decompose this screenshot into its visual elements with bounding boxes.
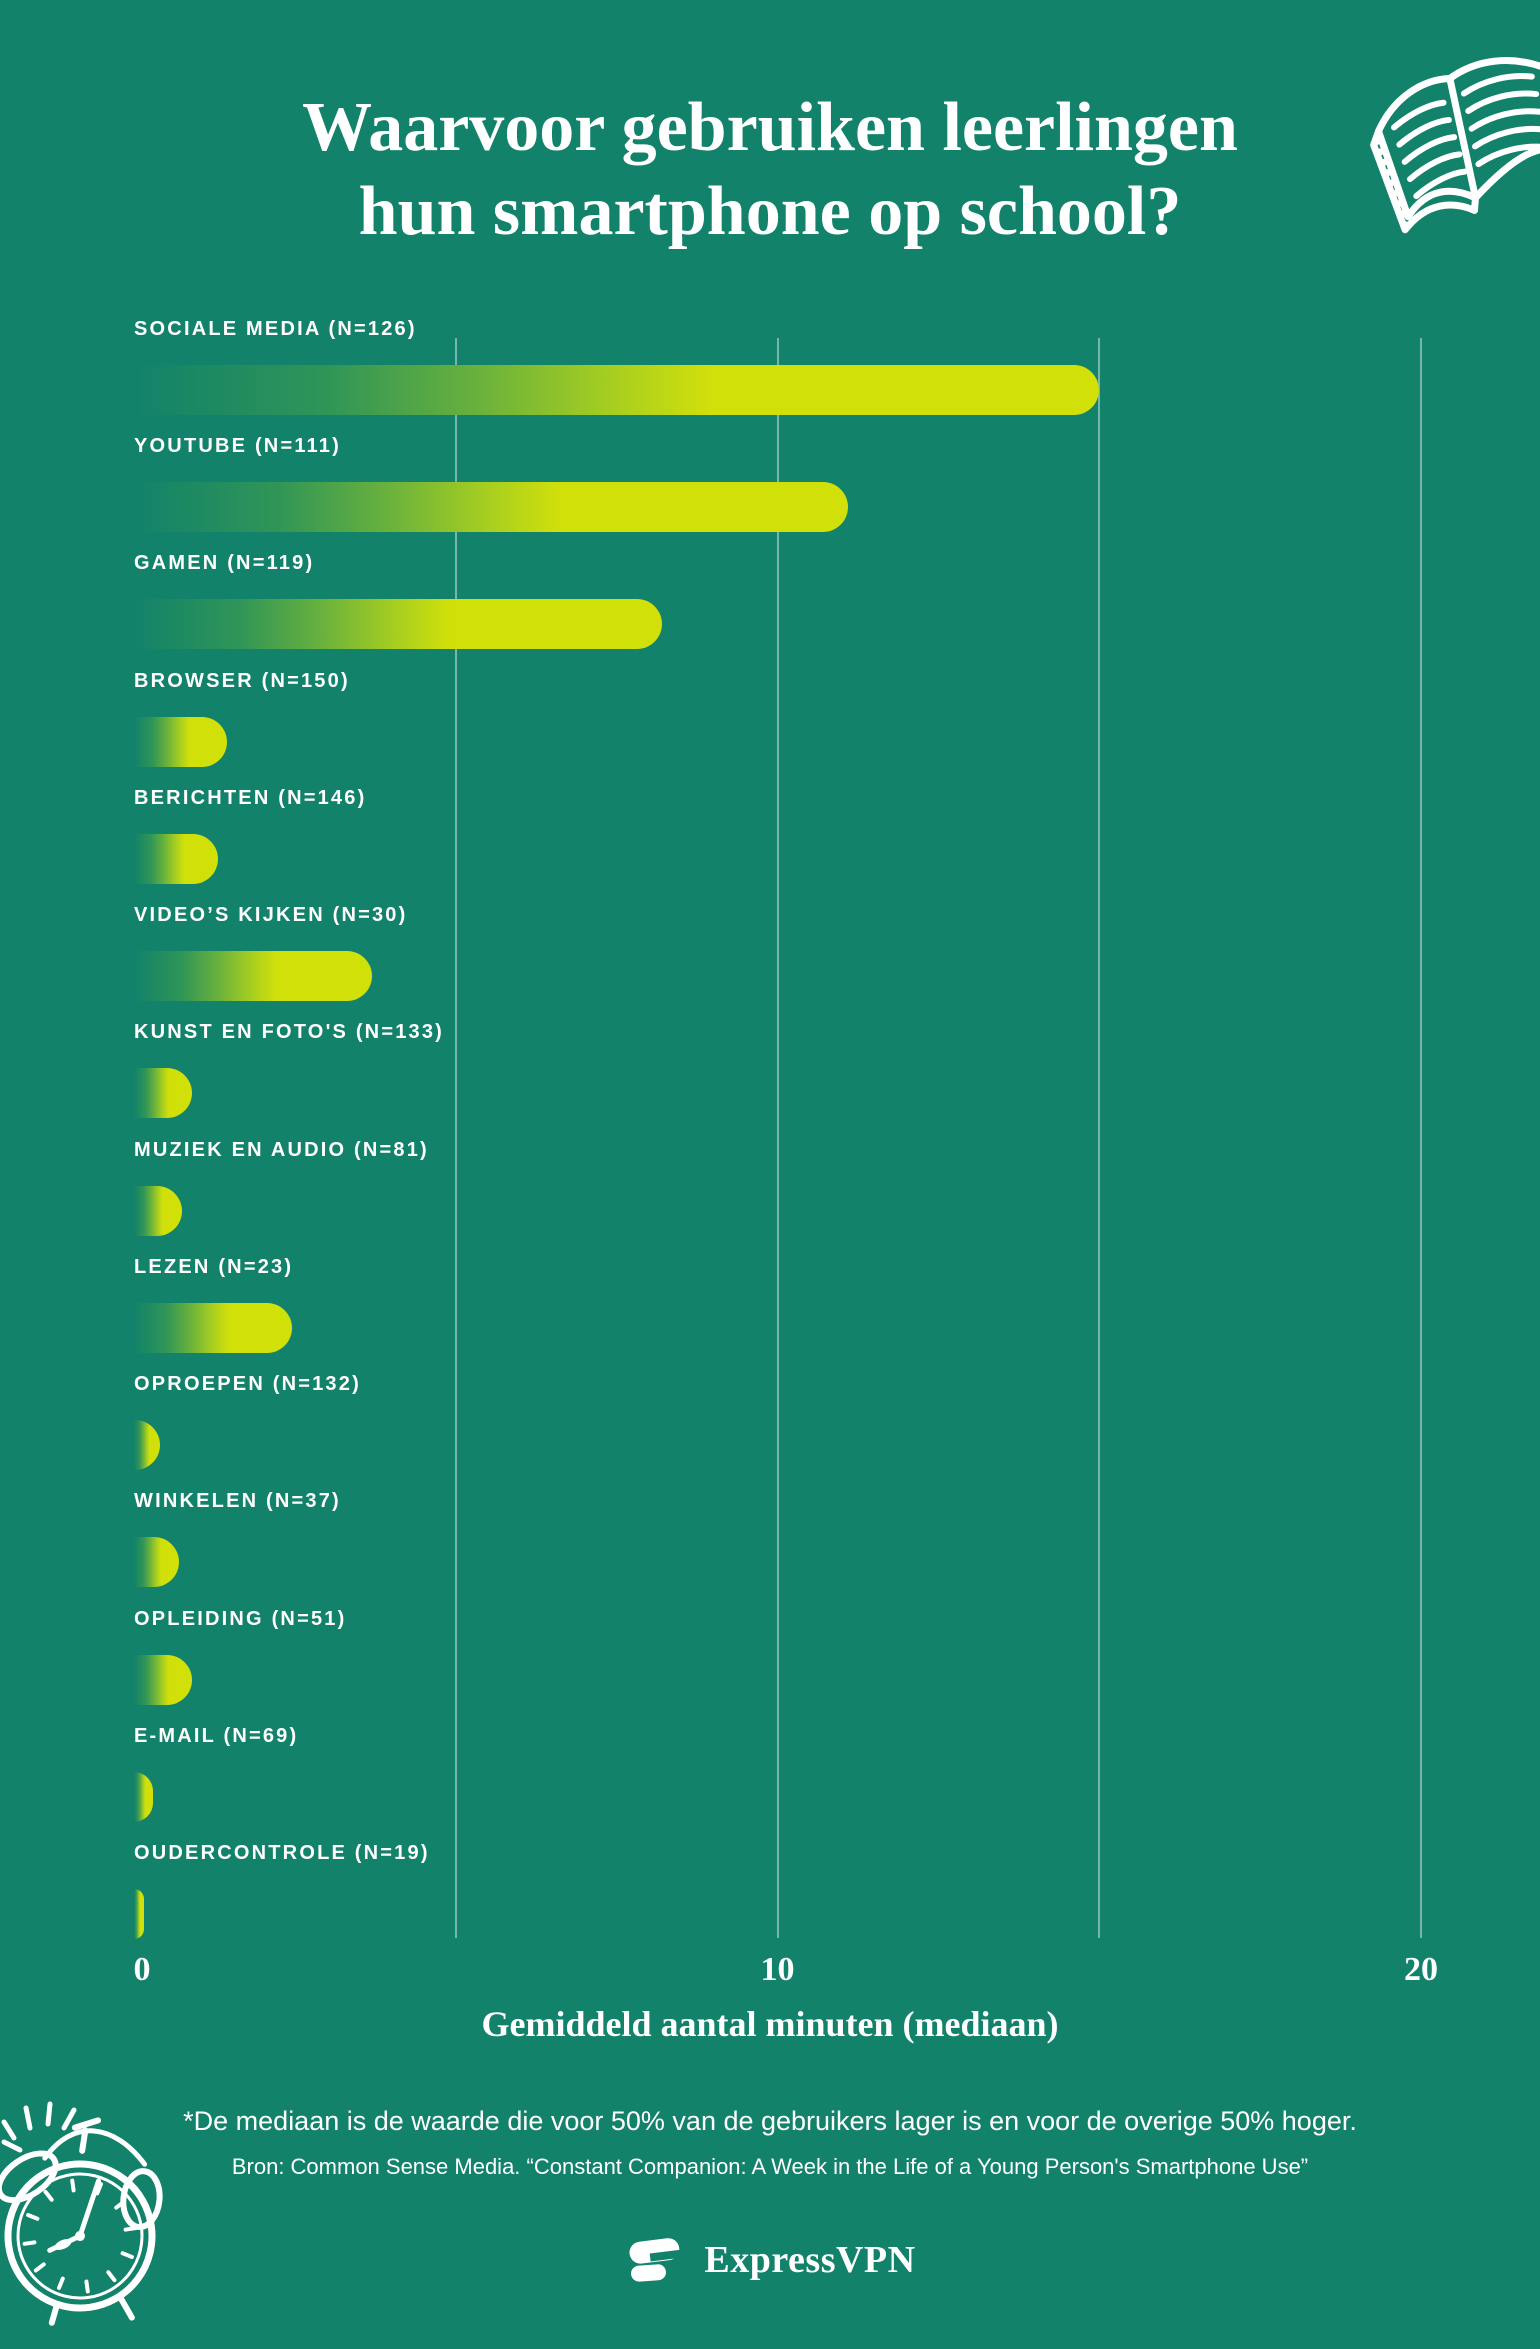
x-tick-label: 0	[133, 1951, 151, 1988]
category-label: OPROEPEN (N=132)	[134, 1373, 361, 1396]
bar	[134, 482, 849, 533]
expressvpn-logo: ExpressVPN	[0, 2234, 1540, 2286]
category-label: WINKELEN (N=37)	[134, 1490, 341, 1513]
x-axis-title: Gemiddeld aantal minuten (mediaan)	[481, 2004, 1059, 2044]
page-title-line2: hun smartphone op school?	[358, 173, 1182, 250]
median-footnote: *De mediaan is de waarde die voor 50% va…	[183, 2106, 1357, 2136]
bar	[134, 1420, 160, 1471]
category-label: VIDEO’S KIJKEN (N=30)	[134, 904, 408, 927]
expressvpn-wordmark: ExpressVPN	[704, 2239, 916, 2281]
category-label: KUNST EN FOTO'S (N=133)	[134, 1021, 445, 1044]
category-label: GAMEN (N=119)	[134, 552, 315, 575]
gridline	[1098, 338, 1101, 1938]
category-label: OPLEIDING (N=51)	[134, 1607, 347, 1630]
bar	[134, 833, 218, 884]
bar	[134, 1185, 183, 1236]
x-tick-label: 10	[760, 1951, 795, 1988]
category-label: LEZEN (N=23)	[134, 1255, 294, 1278]
category-label: MUZIEK EN AUDIO (N=81)	[134, 1138, 429, 1161]
category-label: BROWSER (N=150)	[134, 669, 350, 692]
bar	[134, 1537, 180, 1588]
bar	[134, 1068, 192, 1119]
bar	[134, 365, 1100, 415]
category-label: YOUTUBE (N=111)	[134, 435, 341, 458]
gridline	[1420, 338, 1422, 1938]
page-title: Waarvoor gebruiken leerlingen hun smartp…	[0, 86, 1540, 254]
bar	[134, 1771, 154, 1822]
category-label: E-MAIL (N=69)	[134, 1724, 299, 1747]
page-title-line1: Waarvoor gebruiken leerlingen	[302, 89, 1238, 166]
open-book-icon	[1370, 57, 1540, 234]
bar	[134, 951, 373, 1002]
category-label: BERICHTEN (N=146)	[134, 786, 367, 809]
category-label: OUDERCONTROLE (N=19)	[134, 1841, 430, 1864]
bar	[134, 1302, 292, 1353]
bar	[134, 1888, 144, 1939]
expressvpn-logo-icon	[629, 2238, 685, 2282]
x-tick-label: 20	[1404, 1951, 1438, 1988]
source-line: Bron: Common Sense Media. “Constant Comp…	[231, 2154, 1309, 2179]
bar	[134, 1654, 192, 1705]
alarm-clock-icon	[0, 2101, 163, 2326]
bar	[134, 599, 662, 650]
bar	[134, 716, 228, 767]
gridline	[776, 338, 779, 1938]
gridline	[454, 338, 457, 1938]
category-label: SOCIALE MEDIA (N=126)	[134, 318, 417, 340]
